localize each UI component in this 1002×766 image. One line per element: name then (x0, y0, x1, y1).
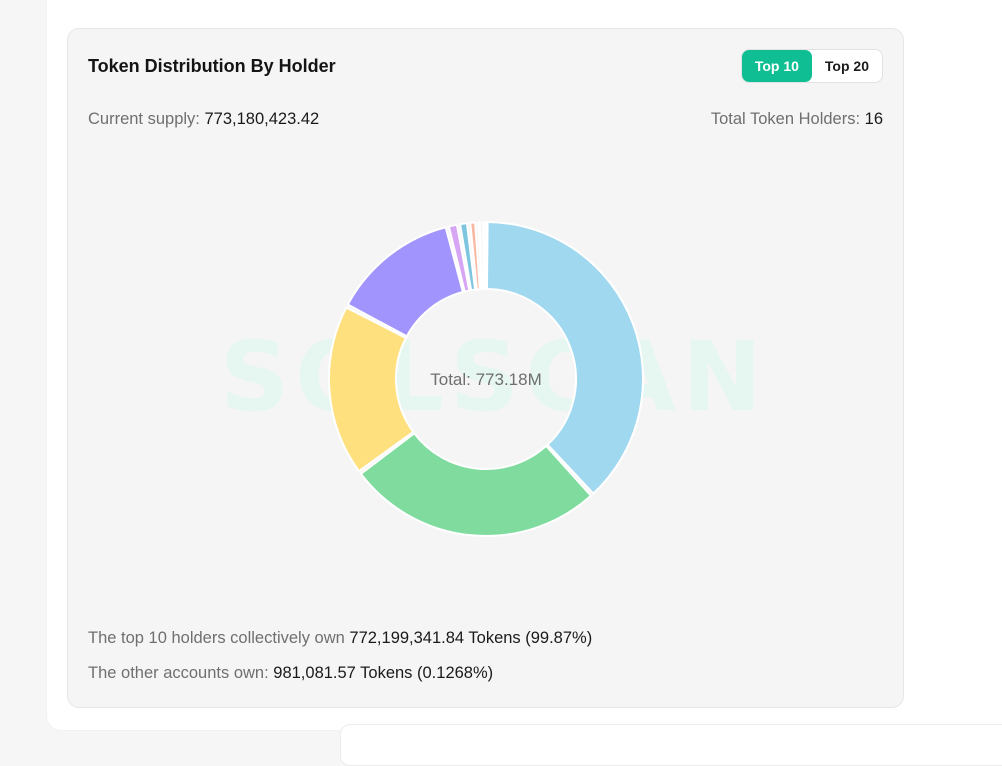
current-supply-value: 773,180,423.42 (204, 110, 320, 128)
donut-center-label: Total: 773.18M (430, 370, 542, 389)
total-holders-label: Total Token Holders: (710, 110, 861, 128)
current-supply-label: Current supply: (88, 110, 200, 128)
donut-slice-9[interactable] (481, 221, 486, 291)
holder-donut-chart: Total: 773.18M (328, 221, 644, 537)
donut-slice-6[interactable] (459, 222, 477, 292)
top-holders-toggle[interactable]: Top 10 Top 20 (740, 49, 883, 83)
other-accounts-summary-prefix: The other accounts own: (88, 664, 269, 682)
next-panel-edge (340, 724, 1002, 766)
donut-slice-5[interactable] (447, 223, 471, 293)
other-accounts-summary-value: 981,081.57 Tokens (0.1268%) (273, 664, 494, 682)
card-title: Token Distribution By Holder (88, 56, 336, 76)
top-holders-summary-prefix: The top 10 holders collectively own (88, 629, 345, 647)
current-supply: Current supply: 773,180,423.42 (88, 110, 319, 129)
donut-slice-10[interactable] (485, 221, 488, 291)
toggle-top-10[interactable]: Top 10 (741, 50, 812, 82)
toggle-top-20[interactable]: Top 20 (824, 58, 869, 74)
other-accounts-summary: The other accounts own: 981,081.57 Token… (88, 664, 493, 683)
donut-slice-2[interactable] (359, 432, 592, 537)
solscan-watermark: SOLSCAN (220, 321, 769, 433)
top-holders-summary: The top 10 holders collectively own 772,… (88, 629, 592, 648)
top-holders-summary-value: 772,199,341.84 Tokens (99.87%) (349, 629, 593, 647)
donut-slice-1[interactable] (485, 221, 644, 495)
total-holders-value: 16 (864, 110, 883, 128)
donut-slice-8[interactable] (477, 221, 484, 291)
token-distribution-card: Token Distribution By Holder Top 10 Top … (67, 28, 904, 708)
donut-slice-7[interactable] (469, 221, 481, 291)
total-token-holders: Total Token Holders: 16 (711, 110, 883, 129)
donut-slice-4[interactable] (346, 226, 464, 338)
donut-slice-3[interactable] (328, 306, 415, 473)
